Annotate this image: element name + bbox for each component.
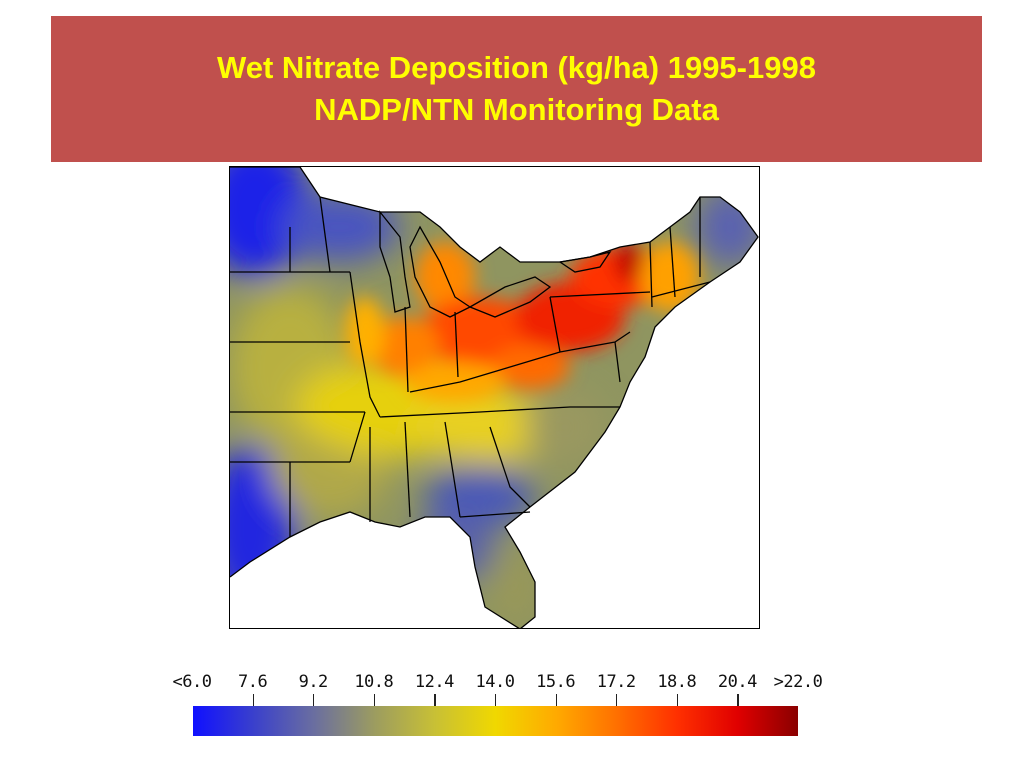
- legend-label: 7.6: [237, 672, 268, 692]
- legend-tick: [434, 694, 436, 707]
- state-boundaries: [230, 167, 759, 628]
- legend-tick: [313, 694, 315, 707]
- legend-label: 18.8: [657, 672, 697, 692]
- map-svg: [230, 167, 759, 628]
- legend-label: <6.0: [172, 672, 212, 692]
- legend-tick: [737, 694, 739, 707]
- legend-label: 17.2: [596, 672, 636, 692]
- legend-label: >22.0: [773, 672, 823, 692]
- legend-tick: [676, 694, 678, 707]
- deposition-map: [229, 166, 760, 629]
- title-banner: Wet Nitrate Deposition (kg/ha) 1995-1998…: [51, 16, 982, 162]
- legend-label: 14.0: [475, 672, 515, 692]
- legend-tick: [555, 694, 557, 707]
- legend-label: 12.4: [414, 672, 454, 692]
- legend-label: 15.6: [536, 672, 576, 692]
- legend-label: 9.2: [298, 672, 329, 692]
- legend-label: 20.4: [717, 672, 757, 692]
- legend-tick: [616, 694, 618, 707]
- title-line-2: NADP/NTN Monitoring Data: [314, 92, 719, 127]
- legend-tick: [373, 694, 375, 707]
- deposition-field: [230, 167, 758, 628]
- legend-tick-labels: <6.0 7.6 9.2 10.8 12.4 14.0 15.6 17.2 18.8 20.4 >2…: [170, 672, 830, 707]
- legend-label: 10.8: [354, 672, 394, 692]
- title-line-1: Wet Nitrate Deposition (kg/ha) 1995-1998: [217, 50, 816, 85]
- legend-tick: [252, 694, 254, 707]
- legend-tick: [495, 694, 497, 707]
- legend-colorbar: [193, 706, 798, 736]
